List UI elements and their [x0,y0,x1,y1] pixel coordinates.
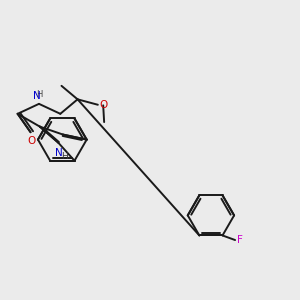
Text: F: F [237,235,243,245]
Text: H: H [61,152,68,161]
Text: O: O [27,136,35,146]
Text: N: N [33,92,41,101]
Text: H: H [36,89,43,98]
Text: N: N [55,148,63,158]
Text: O: O [99,100,108,110]
